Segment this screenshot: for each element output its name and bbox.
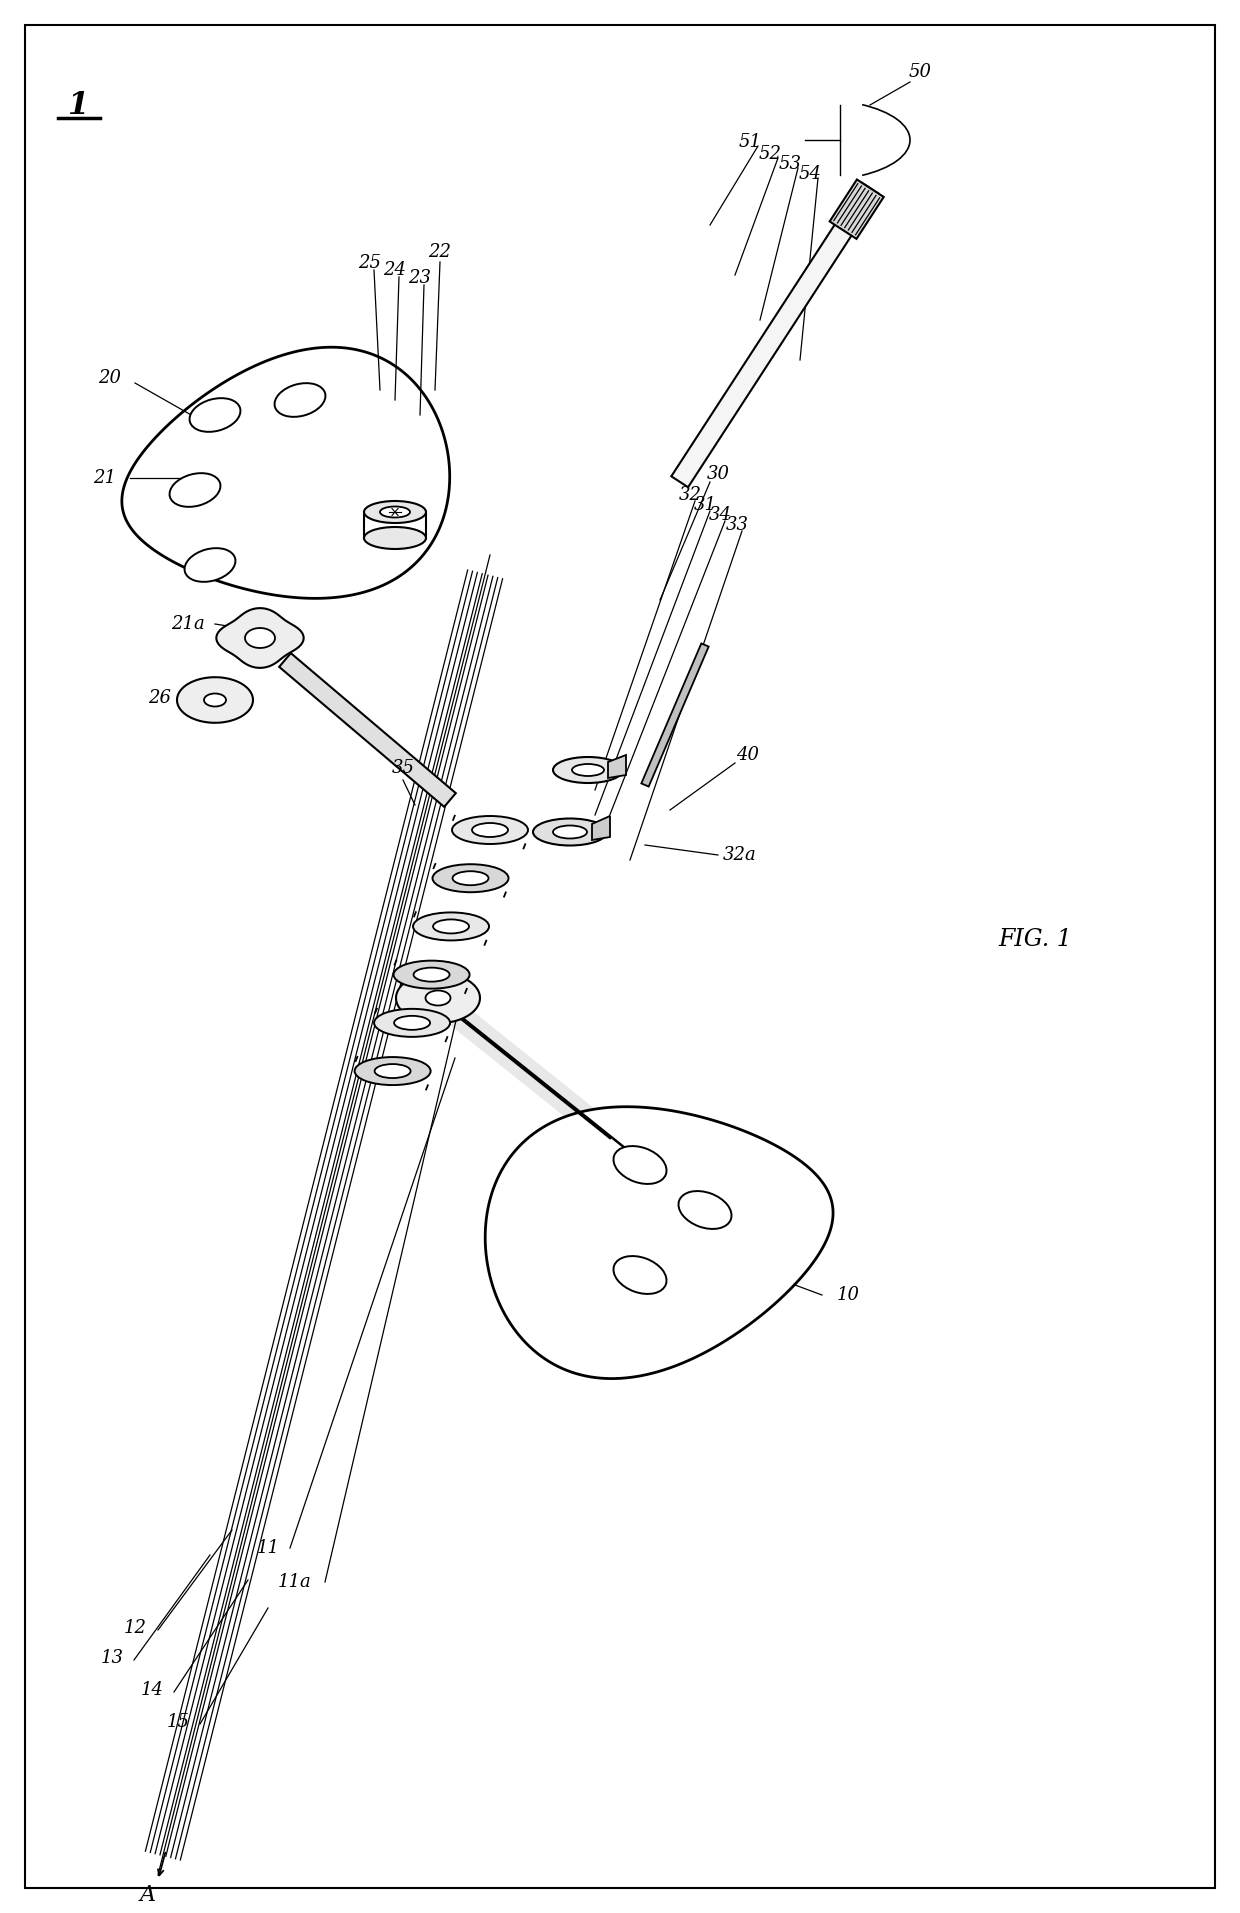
- Polygon shape: [396, 974, 480, 1023]
- Text: 23: 23: [408, 270, 432, 287]
- Text: 50: 50: [909, 63, 931, 80]
- Text: 1: 1: [67, 90, 88, 121]
- Text: 32a: 32a: [723, 846, 756, 865]
- Polygon shape: [217, 608, 304, 668]
- Text: 32: 32: [678, 486, 702, 503]
- Text: 51: 51: [739, 134, 761, 151]
- Ellipse shape: [472, 823, 508, 838]
- Ellipse shape: [205, 694, 226, 706]
- Ellipse shape: [374, 1064, 410, 1079]
- Ellipse shape: [374, 1008, 450, 1037]
- Ellipse shape: [433, 865, 508, 891]
- Text: 24: 24: [383, 260, 407, 279]
- Ellipse shape: [453, 817, 528, 844]
- Ellipse shape: [453, 870, 489, 886]
- Ellipse shape: [553, 758, 622, 782]
- Ellipse shape: [614, 1257, 667, 1293]
- Text: 30: 30: [707, 465, 729, 482]
- Text: 11: 11: [257, 1538, 279, 1557]
- Ellipse shape: [365, 526, 427, 549]
- Text: 34: 34: [708, 507, 732, 524]
- Text: 35: 35: [392, 759, 414, 777]
- Text: 52: 52: [759, 145, 781, 163]
- Ellipse shape: [433, 920, 469, 934]
- Text: FIG. 1: FIG. 1: [998, 928, 1071, 951]
- Polygon shape: [122, 346, 450, 599]
- Ellipse shape: [614, 1146, 667, 1184]
- Ellipse shape: [170, 473, 221, 507]
- Polygon shape: [591, 817, 610, 840]
- Ellipse shape: [246, 627, 275, 649]
- Ellipse shape: [413, 913, 489, 941]
- Text: 40: 40: [737, 746, 759, 763]
- Polygon shape: [608, 756, 626, 779]
- Ellipse shape: [553, 826, 587, 838]
- Ellipse shape: [355, 1058, 430, 1085]
- Polygon shape: [279, 652, 456, 807]
- Text: 15: 15: [166, 1712, 190, 1731]
- Text: 11a: 11a: [278, 1572, 312, 1592]
- Ellipse shape: [365, 501, 427, 522]
- Text: 21a: 21a: [171, 614, 205, 633]
- Text: 22: 22: [429, 243, 451, 260]
- Text: 14: 14: [140, 1682, 164, 1699]
- Text: 10: 10: [837, 1286, 859, 1305]
- Ellipse shape: [414, 968, 450, 981]
- Ellipse shape: [572, 763, 604, 777]
- Text: A: A: [140, 1884, 156, 1905]
- Ellipse shape: [185, 549, 236, 582]
- Polygon shape: [671, 184, 879, 488]
- Ellipse shape: [678, 1192, 732, 1228]
- Ellipse shape: [394, 1016, 430, 1029]
- Polygon shape: [177, 677, 253, 723]
- Ellipse shape: [533, 819, 608, 846]
- Text: 12: 12: [124, 1618, 146, 1638]
- Text: 31: 31: [693, 495, 717, 515]
- Text: 26: 26: [149, 689, 171, 708]
- Ellipse shape: [274, 383, 325, 417]
- Polygon shape: [830, 180, 884, 239]
- Text: 53: 53: [779, 155, 801, 172]
- Text: 54: 54: [799, 165, 821, 184]
- Text: 33: 33: [725, 517, 749, 534]
- Text: 20: 20: [98, 369, 122, 386]
- Text: 21: 21: [93, 469, 117, 488]
- Text: 25: 25: [358, 254, 382, 272]
- Ellipse shape: [393, 960, 470, 989]
- Ellipse shape: [425, 991, 450, 1006]
- Ellipse shape: [190, 398, 241, 432]
- Text: 13: 13: [100, 1649, 124, 1666]
- Ellipse shape: [379, 507, 410, 518]
- Polygon shape: [485, 1108, 833, 1379]
- Polygon shape: [641, 643, 709, 786]
